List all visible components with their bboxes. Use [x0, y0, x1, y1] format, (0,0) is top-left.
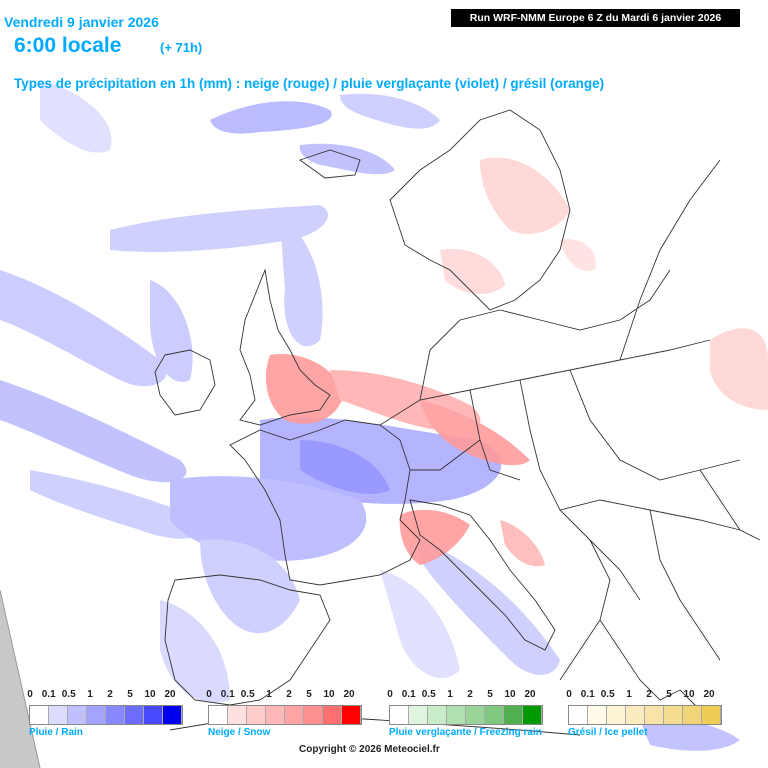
- legend-tick: 5: [127, 689, 133, 700]
- legend-freezing-rain-label: Pluie verglaçante / Freezing rain: [389, 727, 542, 738]
- legend-tick: 20: [343, 689, 355, 700]
- legend-rain-label: Pluie / Rain: [29, 727, 83, 738]
- legend-freezing-rain-ticks: 0 0.1 0.5 1 2 5 10 20: [387, 689, 589, 701]
- legend-swatch: [30, 706, 49, 724]
- legend-tick: 1: [87, 689, 93, 700]
- forecast-date: Vendredi 9 janvier 2026: [4, 14, 159, 30]
- legend-tick: 0: [27, 689, 33, 700]
- legend-tick: 2: [286, 689, 292, 700]
- legend-swatch: [209, 706, 228, 724]
- legend-swatch: [87, 706, 106, 724]
- legend-swatch: [447, 706, 466, 724]
- legend-swatch: [664, 706, 683, 724]
- legend-swatch: [626, 706, 645, 724]
- legend-swatch: [323, 706, 342, 724]
- legend-rain-ticks: 0 0.1 0.5 1 2 5 10 20: [27, 689, 229, 701]
- copyright-text: Copyright © 2026 Meteociel.fr: [299, 744, 440, 755]
- legend-tick: 2: [107, 689, 113, 700]
- legend-swatch: [569, 706, 588, 724]
- legend-swatch: [428, 706, 447, 724]
- legend-swatch: [607, 706, 626, 724]
- legend-ice-pellet-label: Grésil / Ice pellet: [568, 727, 648, 738]
- map-subtitle: Types de précipitation en 1h (mm) : neig…: [14, 76, 605, 91]
- legend-rain-swatches: [29, 705, 183, 725]
- legend-snow-ticks: 0 0.1 0.5 1 2 5 10 20: [206, 689, 408, 701]
- rain-areas: [0, 80, 740, 751]
- snow-areas: [265, 157, 768, 567]
- legend-tick: 10: [323, 689, 335, 700]
- model-run-label: Run WRF-NMM Europe 6 Z du Mardi 6 janvie…: [451, 9, 740, 27]
- legend-swatch: [68, 706, 87, 724]
- forecast-offset: (+ 71h): [160, 40, 203, 55]
- legend-tick: 0.1: [41, 689, 56, 700]
- legend-tick: 0.5: [61, 689, 76, 700]
- legend-tick: 0.1: [580, 689, 595, 700]
- legend-swatch: [125, 706, 144, 724]
- legend-tick: 2: [467, 689, 473, 700]
- legend-ice-pellet-swatches: [568, 705, 722, 725]
- legend-snow-label: Neige / Snow: [208, 727, 271, 738]
- legend-tick: 0.5: [240, 689, 255, 700]
- legend-snow-swatches: [208, 705, 362, 725]
- legend-tick: 10: [144, 689, 156, 700]
- legend-tick: 0: [387, 689, 393, 700]
- legend-swatch: [683, 706, 702, 724]
- legend-swatch: [466, 706, 485, 724]
- legend-swatch: [702, 706, 721, 724]
- legend-tick: 10: [504, 689, 516, 700]
- legend-freezing-rain-swatches: [389, 705, 543, 725]
- legend-swatch: [645, 706, 664, 724]
- legend-swatch: [304, 706, 323, 724]
- legend-swatch: [106, 706, 125, 724]
- legend-swatch: [523, 706, 542, 724]
- legend-tick: 0.1: [401, 689, 416, 700]
- legend-swatch: [144, 706, 163, 724]
- legend-swatch: [228, 706, 247, 724]
- legend-tick: 5: [306, 689, 312, 700]
- legend-swatch: [390, 706, 409, 724]
- legend-tick: 1: [447, 689, 453, 700]
- legend-swatch: [285, 706, 304, 724]
- legend-swatch: [588, 706, 607, 724]
- legend-tick: 20: [703, 689, 715, 700]
- legend-ice-pellet-ticks: 0 0.1 0.5 1 2 5 10 20: [566, 689, 768, 701]
- legend-tick: 2: [646, 689, 652, 700]
- forecast-time: 6:00 locale: [14, 34, 122, 57]
- legend-swatch: [504, 706, 523, 724]
- legend-tick: 0: [206, 689, 212, 700]
- legend-tick: 10: [683, 689, 695, 700]
- legend-tick: 20: [524, 689, 536, 700]
- legend-tick: 1: [266, 689, 272, 700]
- legend-swatch: [342, 706, 361, 724]
- legend-swatch: [485, 706, 504, 724]
- legend-tick: 5: [487, 689, 493, 700]
- legend-swatch: [49, 706, 68, 724]
- legend-tick: 5: [666, 689, 672, 700]
- legend-tick: 0: [566, 689, 572, 700]
- legend-swatch: [163, 706, 182, 724]
- legend-swatch: [409, 706, 428, 724]
- legend-tick: 1: [626, 689, 632, 700]
- legend-tick: 20: [164, 689, 176, 700]
- coastlines: [154, 109, 761, 736]
- legend-tick: 0.5: [600, 689, 615, 700]
- legend-swatch: [266, 706, 285, 724]
- legend-tick: 0.1: [220, 689, 235, 700]
- legend-swatch: [247, 706, 266, 724]
- legend-tick: 0.5: [421, 689, 436, 700]
